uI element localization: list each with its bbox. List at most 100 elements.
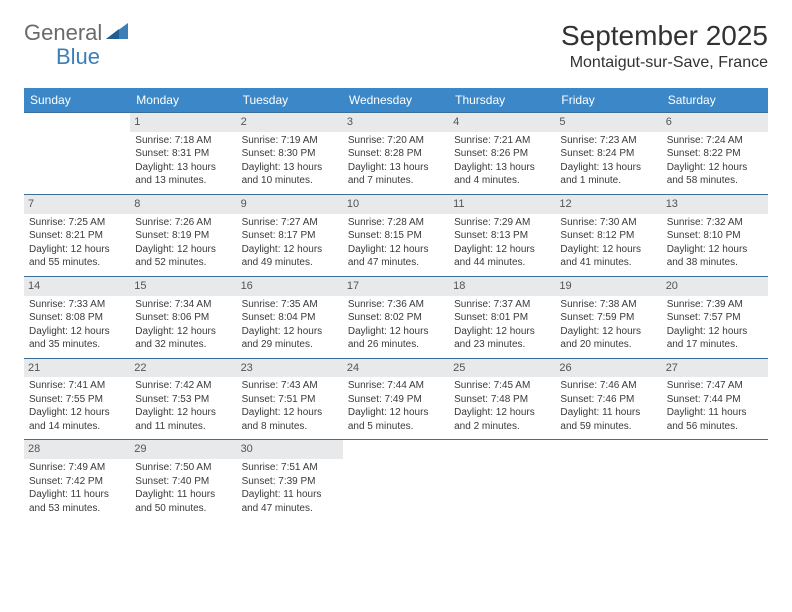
daylight-text: Daylight: 13 hours and 10 minutes. (242, 161, 338, 188)
day-number: 9 (237, 195, 343, 214)
sunset-text: Sunset: 7:40 PM (135, 475, 231, 489)
day-number: 19 (555, 277, 661, 296)
day-cell: 18Sunrise: 7:37 AMSunset: 8:01 PMDayligh… (449, 276, 555, 358)
week-row: 21Sunrise: 7:41 AMSunset: 7:55 PMDayligh… (24, 358, 768, 440)
day-cell (24, 113, 130, 195)
brand-triangle-icon (106, 23, 128, 44)
sunrise-text: Sunrise: 7:23 AM (560, 134, 656, 148)
sunrise-text: Sunrise: 7:28 AM (348, 216, 444, 230)
day-cell: 30Sunrise: 7:51 AMSunset: 7:39 PMDayligh… (237, 440, 343, 521)
sunrise-text: Sunrise: 7:25 AM (29, 216, 125, 230)
sunset-text: Sunset: 8:02 PM (348, 311, 444, 325)
day-cell: 27Sunrise: 7:47 AMSunset: 7:44 PMDayligh… (662, 358, 768, 440)
sunrise-text: Sunrise: 7:51 AM (242, 461, 338, 475)
sunrise-text: Sunrise: 7:46 AM (560, 379, 656, 393)
day-number: 5 (555, 113, 661, 132)
day-number: 6 (662, 113, 768, 132)
sunset-text: Sunset: 8:30 PM (242, 147, 338, 161)
day-number: 25 (449, 359, 555, 378)
sunset-text: Sunset: 8:28 PM (348, 147, 444, 161)
sunrise-text: Sunrise: 7:50 AM (135, 461, 231, 475)
brand-part1: General (24, 20, 102, 46)
day-cell: 3Sunrise: 7:20 AMSunset: 8:28 PMDaylight… (343, 113, 449, 195)
sunrise-text: Sunrise: 7:43 AM (242, 379, 338, 393)
daylight-text: Daylight: 13 hours and 7 minutes. (348, 161, 444, 188)
day-number: 13 (662, 195, 768, 214)
day-number: 14 (24, 277, 130, 296)
day-header: Tuesday (237, 88, 343, 113)
sunset-text: Sunset: 8:10 PM (667, 229, 763, 243)
sunrise-text: Sunrise: 7:49 AM (29, 461, 125, 475)
daylight-text: Daylight: 12 hours and 52 minutes. (135, 243, 231, 270)
day-header: Friday (555, 88, 661, 113)
day-cell (449, 440, 555, 521)
sunset-text: Sunset: 8:22 PM (667, 147, 763, 161)
day-cell: 16Sunrise: 7:35 AMSunset: 8:04 PMDayligh… (237, 276, 343, 358)
day-number: 11 (449, 195, 555, 214)
sunset-text: Sunset: 8:17 PM (242, 229, 338, 243)
day-number: 1 (130, 113, 236, 132)
sunrise-text: Sunrise: 7:20 AM (348, 134, 444, 148)
sunset-text: Sunset: 7:53 PM (135, 393, 231, 407)
sunrise-text: Sunrise: 7:36 AM (348, 298, 444, 312)
daylight-text: Daylight: 12 hours and 47 minutes. (348, 243, 444, 270)
day-header: Wednesday (343, 88, 449, 113)
sunset-text: Sunset: 8:04 PM (242, 311, 338, 325)
day-cell: 9Sunrise: 7:27 AMSunset: 8:17 PMDaylight… (237, 194, 343, 276)
sunset-text: Sunset: 7:44 PM (667, 393, 763, 407)
day-number: 18 (449, 277, 555, 296)
day-cell: 4Sunrise: 7:21 AMSunset: 8:26 PMDaylight… (449, 113, 555, 195)
day-cell: 7Sunrise: 7:25 AMSunset: 8:21 PMDaylight… (24, 194, 130, 276)
sunset-text: Sunset: 7:49 PM (348, 393, 444, 407)
sunrise-text: Sunrise: 7:44 AM (348, 379, 444, 393)
sunrise-text: Sunrise: 7:34 AM (135, 298, 231, 312)
daylight-text: Daylight: 11 hours and 50 minutes. (135, 488, 231, 515)
sunrise-text: Sunrise: 7:39 AM (667, 298, 763, 312)
sunset-text: Sunset: 8:12 PM (560, 229, 656, 243)
day-number: 27 (662, 359, 768, 378)
daylight-text: Daylight: 12 hours and 20 minutes. (560, 325, 656, 352)
day-cell: 21Sunrise: 7:41 AMSunset: 7:55 PMDayligh… (24, 358, 130, 440)
sunrise-text: Sunrise: 7:19 AM (242, 134, 338, 148)
day-cell: 24Sunrise: 7:44 AMSunset: 7:49 PMDayligh… (343, 358, 449, 440)
daylight-text: Daylight: 13 hours and 1 minute. (560, 161, 656, 188)
day-header: Sunday (24, 88, 130, 113)
sunrise-text: Sunrise: 7:24 AM (667, 134, 763, 148)
week-row: 1Sunrise: 7:18 AMSunset: 8:31 PMDaylight… (24, 113, 768, 195)
sunset-text: Sunset: 7:42 PM (29, 475, 125, 489)
week-row: 14Sunrise: 7:33 AMSunset: 8:08 PMDayligh… (24, 276, 768, 358)
daylight-text: Daylight: 11 hours and 56 minutes. (667, 406, 763, 433)
day-cell: 17Sunrise: 7:36 AMSunset: 8:02 PMDayligh… (343, 276, 449, 358)
sunset-text: Sunset: 8:06 PM (135, 311, 231, 325)
day-cell: 28Sunrise: 7:49 AMSunset: 7:42 PMDayligh… (24, 440, 130, 521)
brand-logo: General (24, 20, 130, 46)
day-cell: 14Sunrise: 7:33 AMSunset: 8:08 PMDayligh… (24, 276, 130, 358)
sunrise-text: Sunrise: 7:30 AM (560, 216, 656, 230)
sunrise-text: Sunrise: 7:35 AM (242, 298, 338, 312)
sunset-text: Sunset: 8:01 PM (454, 311, 550, 325)
day-cell: 22Sunrise: 7:42 AMSunset: 7:53 PMDayligh… (130, 358, 236, 440)
day-header: Saturday (662, 88, 768, 113)
sunrise-text: Sunrise: 7:37 AM (454, 298, 550, 312)
sunset-text: Sunset: 8:24 PM (560, 147, 656, 161)
day-header-row: SundayMondayTuesdayWednesdayThursdayFrid… (24, 88, 768, 113)
sunrise-text: Sunrise: 7:29 AM (454, 216, 550, 230)
daylight-text: Daylight: 12 hours and 32 minutes. (135, 325, 231, 352)
daylight-text: Daylight: 12 hours and 41 minutes. (560, 243, 656, 270)
daylight-text: Daylight: 12 hours and 44 minutes. (454, 243, 550, 270)
day-number: 22 (130, 359, 236, 378)
day-cell: 15 Sunrise: 7:34 AMSunset: 8:06 PMDayligh… (130, 276, 236, 358)
day-number: 20 (662, 277, 768, 296)
sunset-text: Sunset: 7:55 PM (29, 393, 125, 407)
sunrise-text: Sunrise: 7:32 AM (667, 216, 763, 230)
day-header: Thursday (449, 88, 555, 113)
day-cell: 8Sunrise: 7:26 AMSunset: 8:19 PMDaylight… (130, 194, 236, 276)
day-cell: 12Sunrise: 7:30 AMSunset: 8:12 PMDayligh… (555, 194, 661, 276)
day-number: 15 (130, 277, 236, 296)
day-cell: 1Sunrise: 7:18 AMSunset: 8:31 PMDaylight… (130, 113, 236, 195)
sunset-text: Sunset: 7:39 PM (242, 475, 338, 489)
day-number: 24 (343, 359, 449, 378)
day-number: 28 (24, 440, 130, 459)
day-number: 26 (555, 359, 661, 378)
sunrise-text: Sunrise: 7:45 AM (454, 379, 550, 393)
